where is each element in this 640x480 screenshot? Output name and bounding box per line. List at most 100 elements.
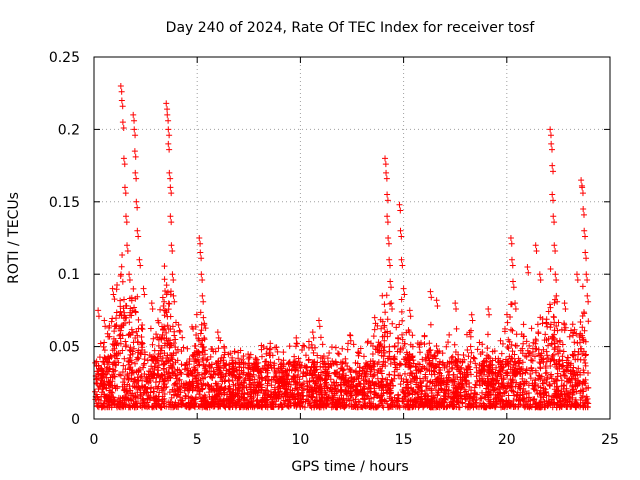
data-point: [325, 360, 332, 367]
data-point: [438, 386, 445, 393]
data-point: [101, 339, 108, 346]
data-point: [527, 371, 534, 378]
data-point: [440, 395, 447, 402]
data-point: [303, 364, 310, 371]
data-point: [194, 351, 201, 358]
data-point: [423, 355, 430, 362]
y-tick-label: 0: [71, 412, 80, 428]
data-point: [407, 369, 414, 376]
data-point: [434, 392, 441, 399]
data-point: [577, 319, 584, 326]
data-point: [581, 227, 588, 234]
data-point: [318, 391, 325, 398]
data-point: [549, 146, 556, 153]
data-point: [405, 355, 412, 362]
data-point: [466, 329, 473, 336]
data-point: [525, 403, 532, 410]
data-point: [282, 386, 289, 393]
data-point: [327, 376, 334, 383]
data-point: [570, 389, 577, 396]
data-point: [466, 363, 473, 370]
data-point: [102, 393, 109, 400]
data-point: [121, 355, 128, 362]
data-point: [275, 365, 282, 372]
data-point: [451, 395, 458, 402]
data-point: [314, 382, 321, 389]
data-point: [380, 358, 387, 365]
data-point: [555, 387, 562, 394]
data-point: [114, 339, 121, 346]
data-point: [251, 364, 258, 371]
data-point: [504, 360, 511, 367]
data-point: [452, 356, 459, 363]
data-point: [134, 354, 141, 361]
data-point: [434, 347, 441, 354]
data-point: [525, 269, 532, 276]
data-point: [192, 342, 199, 349]
data-point: [165, 140, 172, 147]
data-point: [580, 309, 587, 316]
data-point: [480, 371, 487, 378]
data-point: [161, 350, 168, 357]
data-point: [280, 397, 287, 404]
data-point: [280, 393, 287, 400]
data-point: [138, 333, 145, 340]
data-point: [198, 321, 205, 328]
data-point: [141, 291, 148, 298]
data-point: [547, 266, 554, 273]
data-point: [97, 382, 104, 389]
data-point: [361, 371, 368, 378]
data-point: [284, 367, 291, 374]
data-point: [565, 354, 572, 361]
data-point: [132, 360, 139, 367]
data-point: [576, 339, 583, 346]
data-point: [545, 335, 552, 342]
data-point: [579, 324, 586, 331]
data-point: [342, 355, 349, 362]
y-tick-label: 0.25: [49, 50, 80, 66]
data-point: [261, 396, 268, 403]
data-point: [349, 378, 356, 385]
data-point: [345, 340, 352, 347]
data-point: [397, 348, 404, 355]
data-point: [577, 330, 584, 337]
data-point: [161, 403, 168, 410]
data-point: [317, 375, 324, 382]
data-point: [543, 369, 550, 376]
data-point: [128, 312, 135, 319]
data-point: [232, 404, 239, 411]
data-point: [409, 391, 416, 398]
data-point: [294, 386, 301, 393]
data-point: [465, 353, 472, 360]
data-point: [313, 388, 320, 395]
data-point: [339, 345, 346, 352]
data-point: [261, 398, 268, 405]
data-point: [489, 375, 496, 382]
data-point: [109, 285, 116, 292]
data-point: [503, 401, 510, 408]
data-point: [169, 386, 176, 393]
data-point: [532, 376, 539, 383]
data-point: [175, 321, 182, 328]
data-point: [347, 332, 354, 339]
data-point: [159, 354, 166, 361]
data-point: [197, 330, 204, 337]
data-point: [578, 177, 585, 184]
data-point: [536, 271, 543, 278]
data-point: [493, 364, 500, 371]
data-point: [196, 235, 203, 241]
data-point: [365, 395, 372, 402]
data-point: [348, 384, 355, 391]
data-point: [234, 368, 241, 375]
data-point: [159, 294, 166, 301]
data-point: [150, 353, 157, 360]
data-point: [467, 358, 474, 365]
data-point: [548, 140, 555, 147]
data-point: [264, 382, 271, 389]
x-tick-label: 15: [395, 432, 413, 448]
data-point: [134, 404, 141, 411]
data-point: [338, 386, 345, 393]
data-point: [514, 370, 521, 377]
data-point: [403, 385, 410, 392]
data-point: [401, 291, 408, 298]
